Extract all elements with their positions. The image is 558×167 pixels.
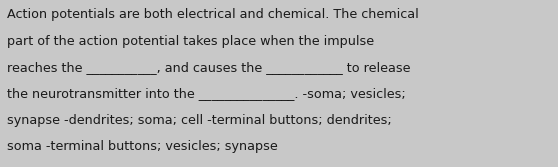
Text: reaches the ___________, and causes the ____________ to release: reaches the ___________, and causes the … <box>7 61 411 74</box>
Text: synapse -dendrites; soma; cell -terminal buttons; dendrites;: synapse -dendrites; soma; cell -terminal… <box>7 114 392 127</box>
Text: the neurotransmitter into the _______________. -soma; vesicles;: the neurotransmitter into the __________… <box>7 88 406 101</box>
Text: part of the action potential takes place when the impulse: part of the action potential takes place… <box>7 35 374 48</box>
Text: Action potentials are both electrical and chemical. The chemical: Action potentials are both electrical an… <box>7 8 419 21</box>
Text: soma -terminal buttons; vesicles; synapse: soma -terminal buttons; vesicles; synaps… <box>7 140 278 153</box>
